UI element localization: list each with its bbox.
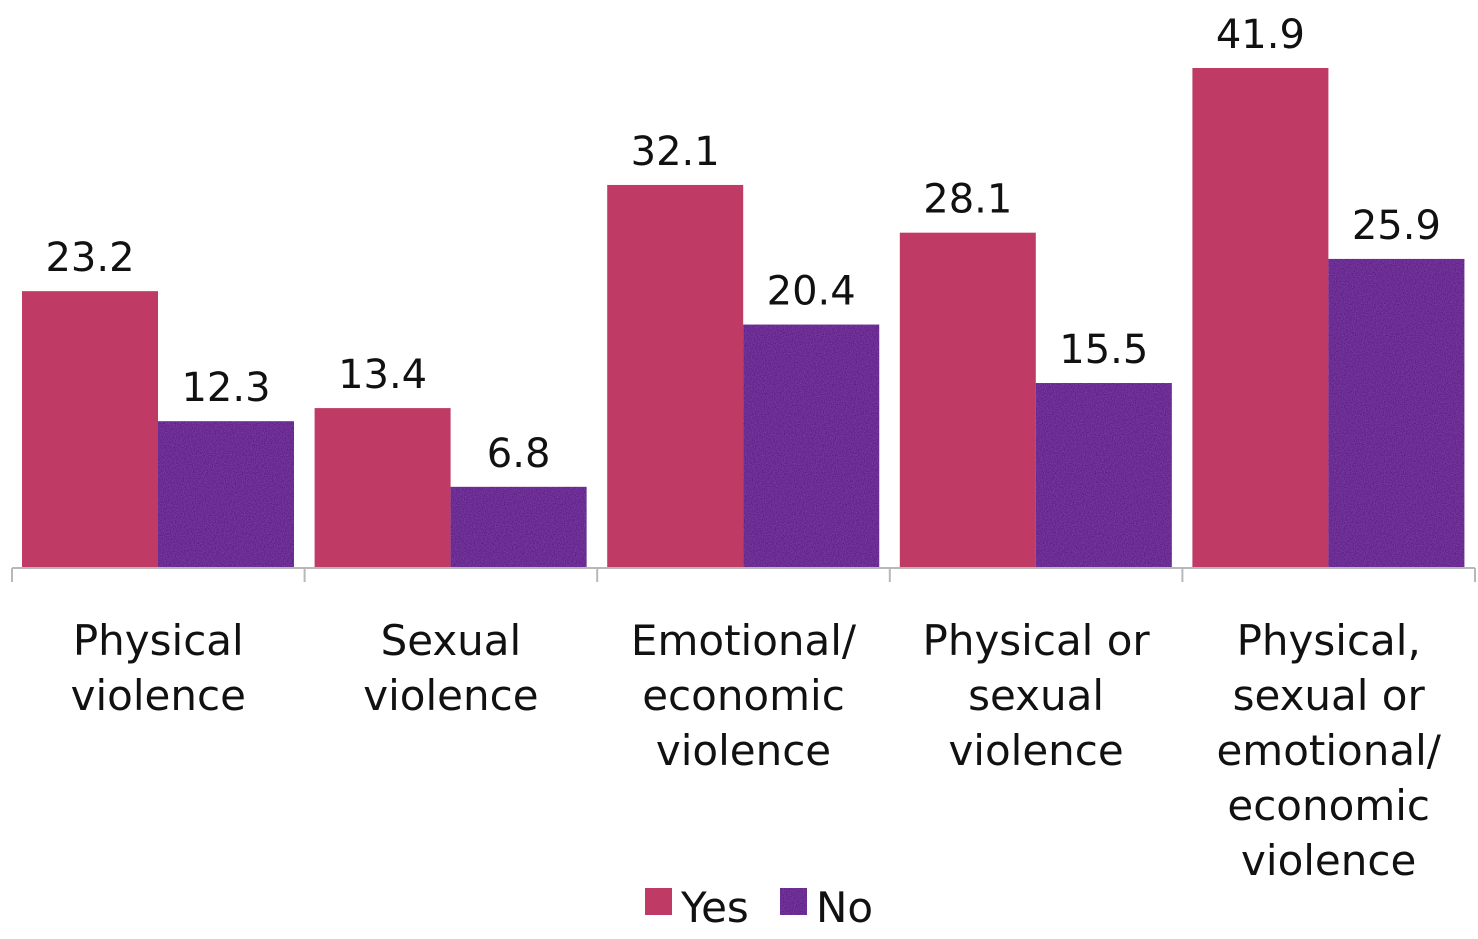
data-label-no-3: 15.5 bbox=[1059, 327, 1148, 373]
data-label-yes-2: 32.1 bbox=[631, 129, 720, 175]
data-label-no-1: 6.8 bbox=[487, 431, 551, 477]
bar-no-0 bbox=[158, 421, 294, 568]
data-label-yes-4: 41.9 bbox=[1216, 12, 1305, 58]
legend-label-no: No bbox=[816, 883, 873, 932]
data-label-no-4: 25.9 bbox=[1352, 203, 1441, 249]
legend-swatch-no bbox=[780, 888, 807, 915]
data-label-no-2: 20.4 bbox=[767, 269, 856, 315]
category-label-3: Physical or sexual violence bbox=[923, 616, 1151, 775]
x-axis bbox=[11, 567, 1476, 582]
data-label-no-0: 12.3 bbox=[181, 365, 270, 411]
data-labels-layer: 23.2 12.3 13.4 6.8 32.1 20.4 28.1 15.5 41.9 25.9 bbox=[45, 12, 1440, 477]
data-label-yes-3: 28.1 bbox=[923, 177, 1012, 223]
bar-yes-0 bbox=[22, 291, 158, 568]
legend-label-yes: Yes bbox=[680, 883, 749, 932]
bar-no-2 bbox=[743, 324, 880, 568]
bar-no-1 bbox=[450, 486, 587, 568]
category-label-0: Physical violence bbox=[71, 616, 246, 720]
legend-swatch-yes bbox=[645, 888, 672, 915]
category-label-4: Physical, sexual or emotional/economic viol… bbox=[1216, 616, 1441, 885]
bar-no-3 bbox=[1035, 383, 1172, 568]
category-label-1: Sexual violence bbox=[363, 616, 538, 720]
legend: Yes No bbox=[645, 883, 873, 932]
bar-yes-2 bbox=[607, 184, 744, 568]
bar-yes-3 bbox=[899, 232, 1036, 569]
data-label-yes-1: 13.4 bbox=[338, 352, 427, 398]
bar-no-4 bbox=[1328, 258, 1465, 568]
bar-yes-1 bbox=[314, 408, 451, 568]
bars-layer bbox=[22, 68, 1465, 569]
data-label-yes-0: 23.2 bbox=[45, 235, 134, 281]
category-label-2: Emotional/economic violence bbox=[631, 616, 857, 775]
bar-yes-4 bbox=[1192, 68, 1329, 568]
category-labels-layer: Physical violence Sexual violence Emotional/… bbox=[71, 616, 1442, 885]
